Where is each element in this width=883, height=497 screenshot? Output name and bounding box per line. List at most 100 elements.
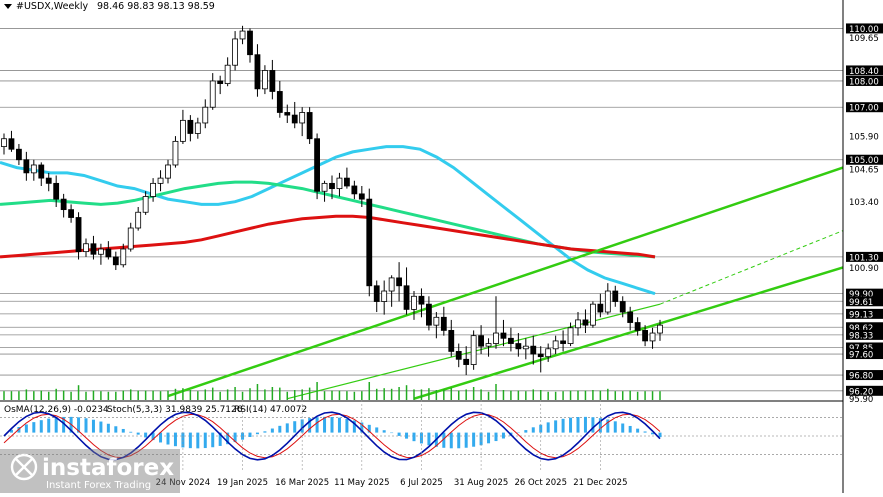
candle-body — [291, 114, 298, 124]
price-tick-label: 100.90 — [849, 264, 879, 274]
candle-body — [642, 330, 648, 342]
price-tick-label: 99.61 — [849, 298, 873, 308]
time-tick-label: 19 Jan 2025 — [217, 478, 268, 488]
price-level-tag — [846, 288, 883, 299]
price-level-tag — [846, 23, 883, 34]
candle — [209, 73, 216, 110]
candle — [657, 319, 663, 341]
candle — [202, 99, 209, 129]
candle-body — [194, 122, 201, 134]
candle — [440, 306, 447, 336]
price-tick-label: 105.90 — [849, 133, 879, 143]
candle-body — [604, 290, 611, 313]
candle — [634, 317, 641, 336]
candle-body — [8, 138, 15, 150]
price-tick-label: 105.00 — [849, 156, 879, 166]
candle-body — [90, 243, 97, 255]
candle — [530, 335, 537, 365]
candle — [165, 159, 171, 184]
candle-body — [440, 316, 447, 331]
candle-body — [172, 140, 179, 166]
candle-body — [522, 345, 529, 350]
candle — [508, 327, 514, 352]
candle-body — [381, 290, 388, 302]
candle-body — [373, 285, 380, 302]
price-tick-label: 101.30 — [849, 253, 879, 263]
candle — [321, 180, 328, 202]
candle — [627, 306, 634, 331]
candle-body — [508, 337, 514, 344]
candle-body — [575, 319, 581, 329]
candle-body — [314, 138, 320, 192]
candle-body — [582, 319, 589, 326]
candle-body — [299, 112, 306, 124]
candle — [306, 107, 313, 144]
price-level-tag — [846, 251, 883, 262]
candle-body — [500, 332, 507, 339]
brand-text: instaforex — [42, 455, 174, 481]
candle — [142, 191, 149, 215]
trend-channel — [167, 166, 844, 400]
time-tick-label: 6 Jul 2025 — [400, 478, 443, 488]
candle-body — [418, 295, 425, 305]
candle — [45, 172, 52, 192]
candle — [194, 117, 201, 139]
price-level-tag — [846, 322, 883, 333]
candle — [485, 338, 492, 357]
candle — [575, 312, 581, 336]
candle — [262, 65, 268, 95]
candle — [90, 235, 97, 260]
candle — [642, 325, 648, 347]
price-tick-label: 104.65 — [849, 165, 879, 175]
price-level-tag — [846, 342, 883, 353]
candle — [135, 207, 142, 231]
candle — [75, 212, 82, 260]
candle-body — [105, 248, 112, 258]
candle-body — [619, 301, 626, 313]
candle — [187, 115, 194, 142]
candlesticks — [1, 25, 663, 376]
price-level-tag — [846, 349, 883, 360]
candle-body — [23, 159, 30, 174]
candle-body — [485, 343, 492, 347]
candle — [23, 151, 30, 181]
candle — [239, 25, 246, 45]
channel-upper-line — [167, 166, 844, 398]
candle-body — [1, 138, 7, 148]
candle-body — [478, 335, 484, 347]
price-tick-label: 96.80 — [849, 372, 873, 382]
candle — [53, 175, 60, 207]
candle — [38, 162, 45, 186]
price-tick-label: 99.90 — [849, 290, 873, 300]
channel-lower-line — [413, 266, 844, 400]
symbol-label: #USDX,Weekly — [16, 1, 88, 12]
ma-line-short — [0, 145, 656, 296]
price-tick-label: 109.65 — [849, 34, 879, 44]
candle-body — [45, 177, 52, 184]
candle — [157, 170, 164, 192]
stoch-signal-line — [3, 413, 661, 459]
candle-body — [590, 303, 596, 326]
stoch-label: Stoch(5,3,3) 31.9839 25.7126 — [107, 405, 243, 415]
time-tick-label: 21 Dec 2025 — [573, 478, 627, 488]
price-tick-label: 98.62 — [849, 324, 873, 334]
candle-body — [321, 182, 328, 192]
candle-body — [470, 335, 477, 365]
candle — [358, 185, 365, 207]
candle — [269, 59, 276, 100]
time-axis: 24 Nov 2024 19 Jan 2025 16 Mar 2025 11 May … — [156, 400, 628, 488]
candle-body — [493, 332, 499, 344]
candle — [478, 325, 484, 355]
candle — [433, 312, 440, 339]
chart-menu-triangle-icon[interactable] — [4, 4, 12, 9]
candle — [582, 309, 589, 334]
candle-body — [403, 285, 410, 310]
candle-body — [560, 340, 566, 344]
candle-body — [120, 248, 127, 266]
moving-averages — [0, 145, 656, 296]
candle-body — [366, 198, 373, 287]
candle-body — [165, 164, 171, 179]
